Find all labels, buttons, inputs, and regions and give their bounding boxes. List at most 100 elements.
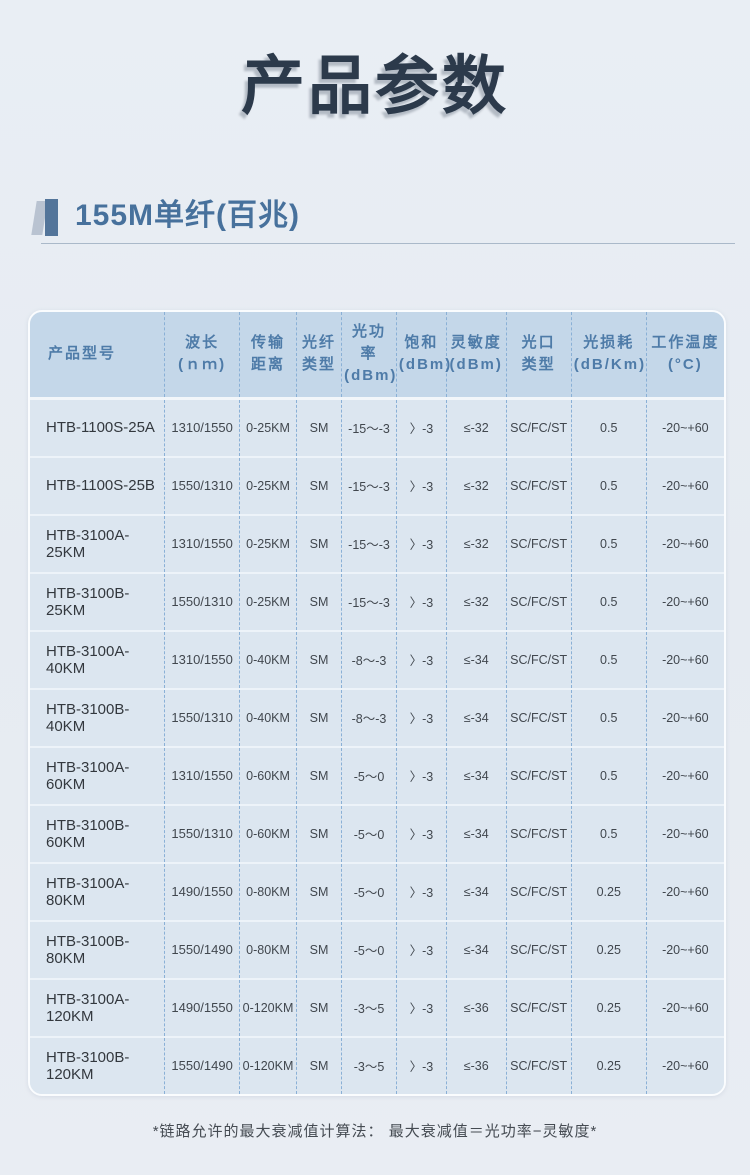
table-cell: SM [295, 745, 342, 805]
table-cell: 0.5 [570, 629, 647, 689]
table-cell: SM [295, 513, 342, 573]
table-cell: 1310/1550 [164, 745, 240, 805]
table-cell: -20~+60 [645, 513, 724, 573]
table-cell: 1550/1490 [164, 919, 240, 979]
table-row: HTB-3100A-40KM 1310/1550 0-40KM SM -8～-3 〉-3 ≤… [30, 629, 724, 689]
table-cell: HTB-3100A-25KM [30, 513, 165, 573]
table-cell: SM [295, 398, 342, 457]
table-cell: 0.5 [570, 571, 647, 631]
table-cell: HTB-3100A-120KM [30, 977, 165, 1037]
header-product-model: 产品型号 [30, 311, 165, 400]
table-cell: SC/FC/ST [505, 919, 572, 979]
table-cell: -5～0 [341, 803, 397, 863]
table-row: HTB-3100B-120KM 1550/1490 0-120KM SM -3～5 〉-3… [30, 1035, 724, 1094]
table-cell: HTB-3100B-40KM [30, 687, 165, 747]
table-cell: 0.5 [570, 455, 647, 515]
table-cell: ≤-32 [445, 398, 507, 457]
table-cell: SC/FC/ST [505, 629, 572, 689]
table-cell: 0-40KM [239, 687, 297, 747]
table-header-row: 产品型号 波长 (ｎｍ) 传输 距离 光纤 类型 光功率 (dBm) 饱和 (dBm) 灵… [30, 311, 724, 400]
accent-bar-dark [45, 198, 58, 236]
table-row: HTB-3100A-80KM 1490/1550 0-80KM SM -5～0 〉-3 ≤-… [30, 861, 724, 921]
header-operating-temperature: 工作温度 (°C) [645, 311, 724, 400]
table-cell: ≤-34 [445, 919, 507, 979]
table-cell: 1310/1550 [164, 398, 240, 457]
table-cell: 0-80KM [239, 919, 297, 979]
header-optical-port-type: 光口 类型 [505, 311, 572, 400]
table-cell: SC/FC/ST [505, 398, 572, 457]
table-cell: HTB-3100B-80KM [30, 919, 165, 979]
table-cell: 1550/1310 [164, 571, 240, 631]
table-cell: -5～0 [341, 861, 397, 921]
table-cell: 〉-3 [395, 513, 447, 573]
table-cell: -15～-3 [341, 513, 397, 573]
table-cell: 〉-3 [395, 687, 447, 747]
table-cell: SC/FC/ST [505, 571, 572, 631]
table-cell: SC/FC/ST [505, 803, 572, 863]
table-cell: SC/FC/ST [505, 745, 572, 805]
table-cell: ≤-36 [445, 977, 507, 1037]
spec-table: 产品型号 波长 (ｎｍ) 传输 距离 光纤 类型 光功率 (dBm) 饱和 (dBm) 灵… [30, 311, 724, 1094]
table-cell: 〉-3 [395, 745, 447, 805]
table-cell: 1550/1490 [164, 1035, 240, 1094]
table-cell: 1310/1550 [164, 513, 240, 573]
table-cell: SC/FC/ST [505, 513, 572, 573]
table-cell: -20~+60 [645, 745, 724, 805]
table-cell: -15～-3 [341, 455, 397, 515]
header-transmission-distance: 传输 距离 [239, 311, 297, 400]
table-cell: -20~+60 [645, 1035, 724, 1094]
table-cell: 1550/1310 [164, 455, 240, 515]
table-cell: 〉-3 [395, 977, 447, 1037]
table-cell: 0.25 [570, 977, 647, 1037]
table-cell: ≤-34 [445, 861, 507, 921]
table-cell: -20~+60 [645, 629, 724, 689]
section-title: 155M单纤(百兆) [75, 198, 301, 232]
table-cell: ≤-32 [445, 571, 507, 631]
table-row: HTB-3100A-25KM 1310/1550 0-25KM SM -15～-3 〉-3… [30, 513, 724, 573]
table-cell: HTB-1100S-25A [30, 398, 165, 457]
header-wavelength: 波长 (ｎｍ) [164, 311, 240, 400]
section-underline [41, 242, 735, 244]
table-cell: -5～0 [341, 745, 397, 805]
header-sensitivity: 灵敏度 (dBm) [445, 311, 507, 400]
table-cell: -20~+60 [645, 455, 724, 515]
table-cell: 0-25KM [239, 571, 297, 631]
table-cell: SC/FC/ST [505, 687, 572, 747]
table-cell: 〉-3 [395, 455, 447, 515]
table-cell: HTB-3100B-25KM [30, 571, 165, 631]
table-cell: 1490/1550 [164, 861, 240, 921]
table-cell: 1550/1310 [164, 803, 240, 863]
table-cell: ≤-32 [445, 455, 507, 515]
table-row: HTB-3100A-60KM 1310/1550 0-60KM SM -5～0 〉-3 ≤-… [30, 745, 724, 805]
table-cell: SC/FC/ST [505, 1035, 572, 1094]
header-optical-loss: 光损耗 (dB/Km) [570, 311, 647, 400]
table-row: HTB-1100S-25A 1310/1550 0-25KM SM -15～-3 〉-3 ≤… [30, 398, 724, 457]
table-cell: -20~+60 [645, 687, 724, 747]
table-cell: -20~+60 [645, 977, 724, 1037]
table-cell: 〉-3 [395, 861, 447, 921]
table-cell: -20~+60 [645, 398, 724, 457]
table-cell: 〉-3 [395, 919, 447, 979]
footnote: *链路允许的最大衰减值计算法： 最大衰减值＝光功率−灵敏度* [152, 1122, 598, 1140]
table-cell: 0-60KM [239, 745, 297, 805]
table-cell: 0-25KM [239, 513, 297, 573]
header-saturation: 饱和 (dBm) [395, 311, 450, 400]
table-cell: 1550/1310 [164, 687, 240, 747]
table-cell: HTB-3100B-60KM [30, 803, 165, 863]
table-cell: SC/FC/ST [505, 861, 572, 921]
table-cell: HTB-3100A-80KM [30, 861, 165, 921]
table-row: HTB-3100B-25KM 1550/1310 0-25KM SM -15～-3 〉-3… [30, 571, 724, 631]
table-cell: SM [295, 455, 342, 515]
table-cell: 1310/1550 [164, 629, 240, 689]
table-cell: ≤-32 [445, 513, 507, 573]
page-title: 产品参数 [241, 50, 509, 122]
table-cell: -20~+60 [645, 571, 724, 631]
table-cell: HTB-3100A-40KM [30, 629, 165, 689]
table-cell: SC/FC/ST [505, 455, 572, 515]
table-cell: 〉-3 [395, 1035, 447, 1094]
section-header: 155M单纤(百兆) [31, 196, 735, 244]
table-cell: 1490/1550 [164, 977, 240, 1037]
table-row: HTB-3100B-80KM 1550/1490 0-80KM SM -5～0 〉-3 ≤-… [30, 919, 724, 979]
table-cell: HTB-3100A-60KM [30, 745, 165, 805]
